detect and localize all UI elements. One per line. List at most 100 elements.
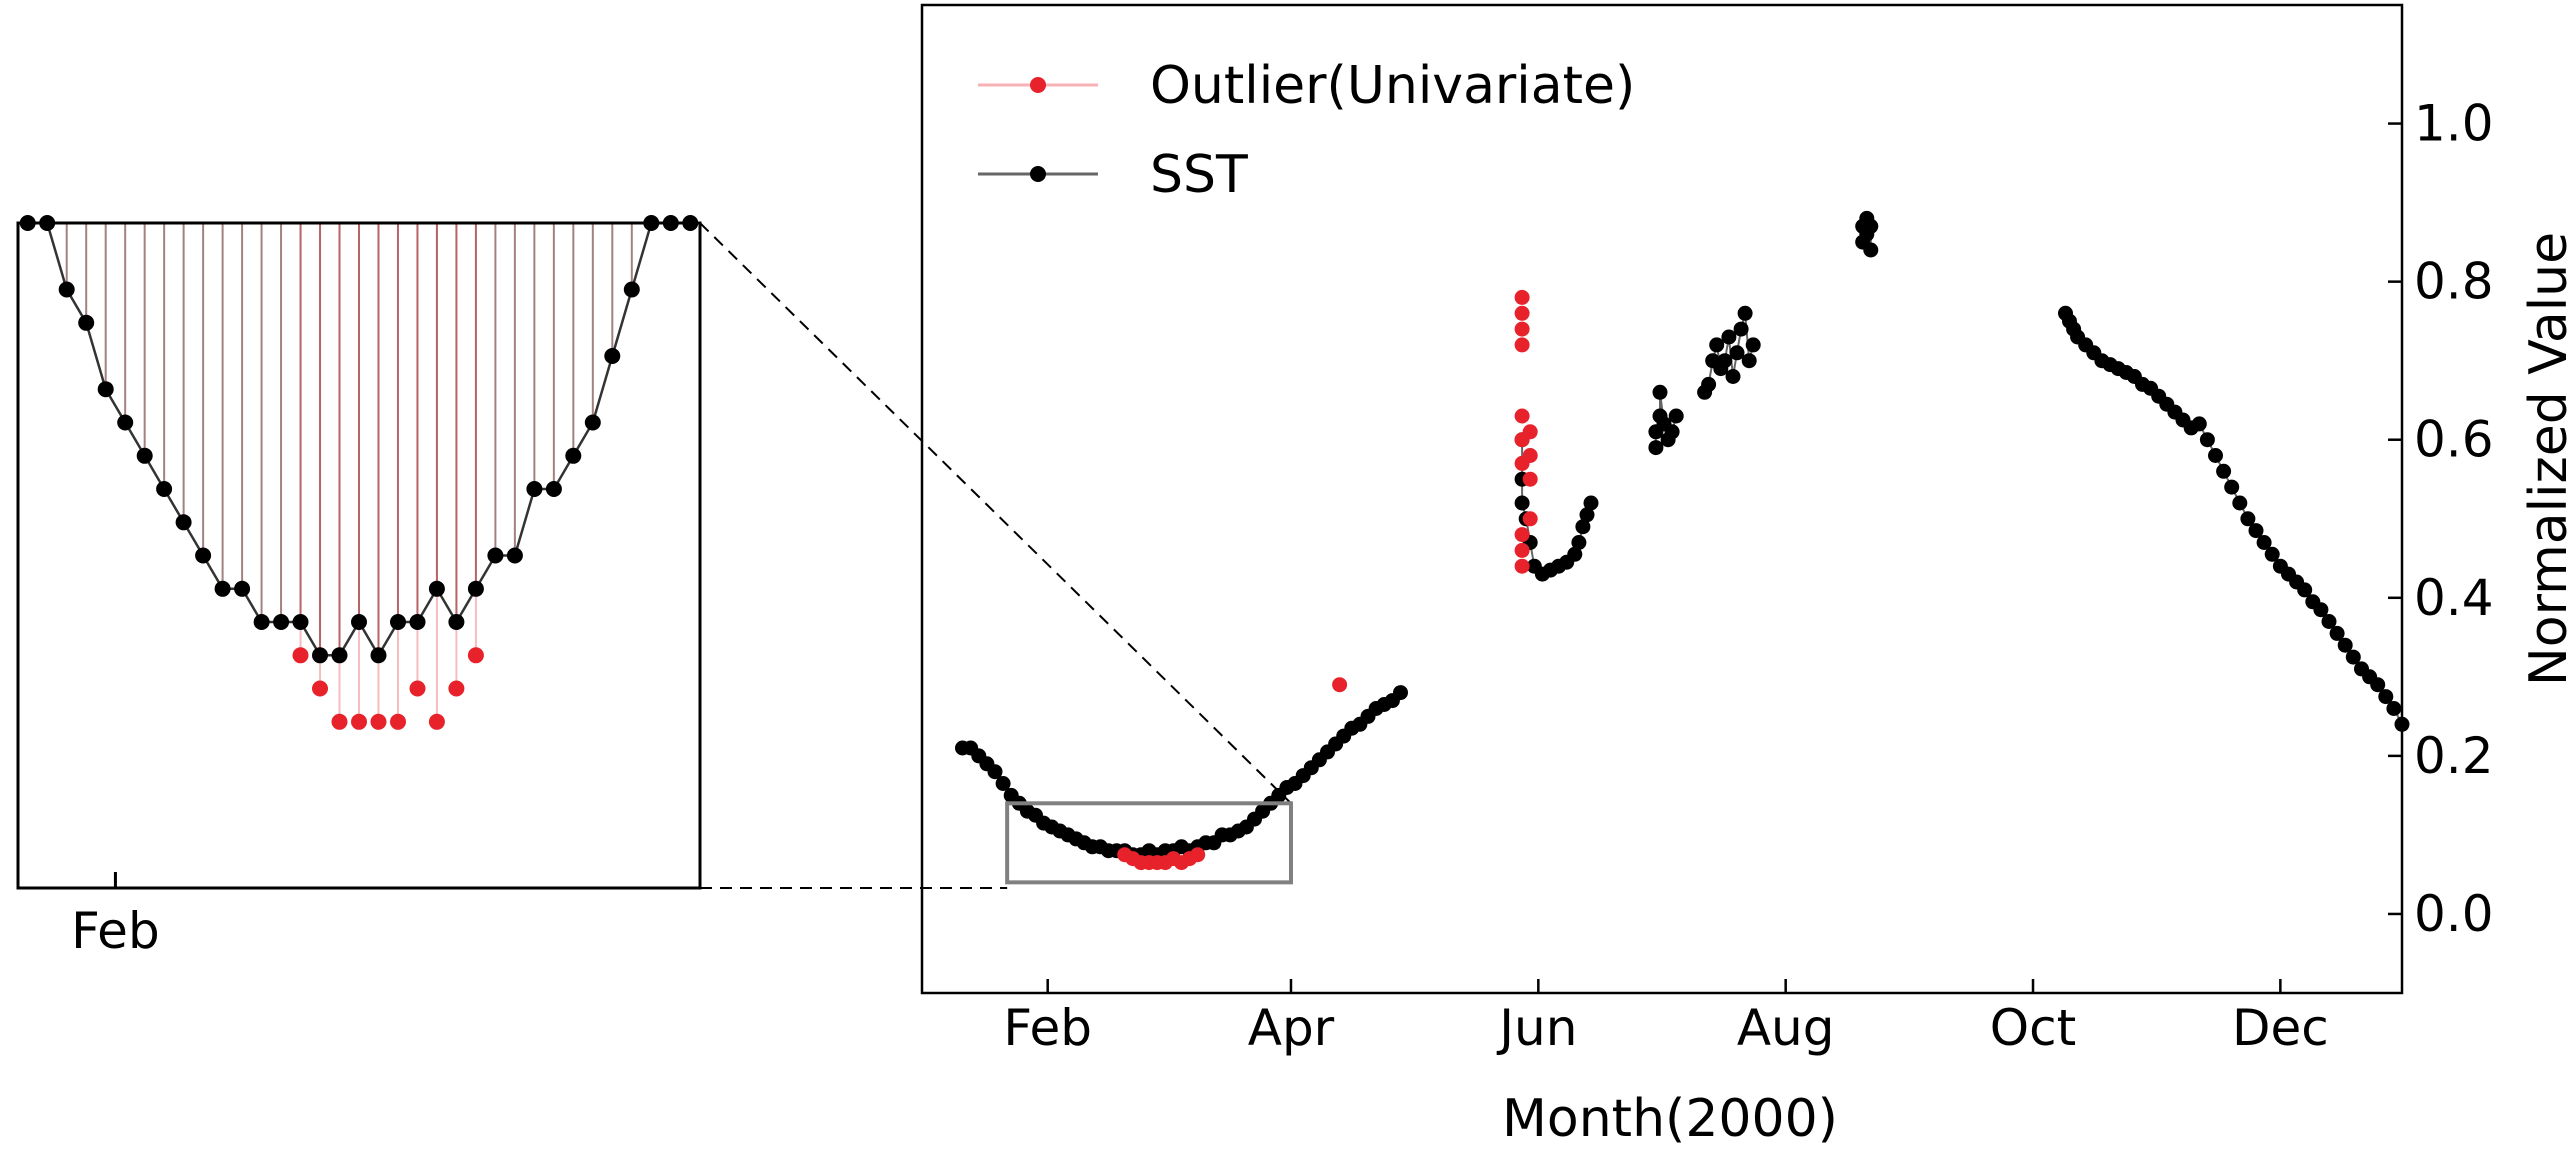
x-tick-label: Oct: [1990, 999, 2076, 1057]
zoom-connector-lines: [699, 222, 1292, 889]
inset-sst-point: [195, 547, 212, 564]
y-axis-label: Normalized Value: [2519, 232, 2575, 686]
sst-point: [2297, 582, 2313, 598]
inset-sst-point: [234, 580, 251, 597]
sst-point: [1648, 440, 1664, 456]
outlier-point: [1514, 289, 1530, 305]
inset-sst-point: [214, 580, 231, 597]
inset-sst-point: [273, 614, 290, 630]
inset-sst-point: [312, 647, 328, 664]
sst-point: [1709, 337, 1725, 353]
outlier-point: [1514, 337, 1530, 353]
sst-point: [2370, 677, 2386, 693]
legend-label: SST: [1150, 145, 1248, 205]
y-tick-label: 0.6: [2414, 411, 2494, 469]
x-tick-label: Dec: [2232, 999, 2329, 1057]
sst-point: [1701, 376, 1717, 392]
inset-frame: [16, 221, 702, 890]
inset-outlier-point: [428, 713, 445, 730]
sst-point: [1583, 495, 1599, 511]
zoom-region-box: [1005, 801, 1293, 885]
inset-sst-point: [428, 580, 445, 597]
inset-sst-point: [58, 281, 75, 298]
inset-sst-point: [506, 547, 523, 564]
sst-point: [1575, 519, 1591, 535]
sst-point: [1737, 305, 1753, 321]
sst-point: [1393, 685, 1408, 701]
outlier-point: [1522, 511, 1538, 527]
zoom-inset: Feb: [16, 215, 702, 960]
series-sst: [955, 210, 2410, 863]
outlier-point: [1522, 471, 1538, 487]
legend-label: Outlier(Univariate): [1150, 56, 1635, 116]
outlier-point: [1514, 527, 1530, 543]
sst-point: [1652, 384, 1668, 400]
inset-sst-point: [390, 614, 406, 630]
sst-point: [1668, 408, 1684, 424]
main-plot: Feb Apr Jun Aug Oct Dec 0.0 0.2 0.4 0.6 0.8 1.0 Mont…: [920, 3, 2575, 1149]
sst-point: [2216, 463, 2232, 479]
inset-sst-point: [97, 381, 114, 398]
sst-point: [1863, 242, 1879, 258]
sst-point: [2386, 701, 2402, 716]
sst-point: [2313, 602, 2329, 618]
sst-point: [2232, 495, 2248, 511]
sst-point: [995, 776, 1011, 791]
inset-sst-point: [292, 614, 309, 630]
sst-point: [1741, 353, 1757, 369]
inset-outlier-point: [448, 680, 465, 697]
outlier-point: [1514, 408, 1530, 424]
x-tick-label: Feb: [1003, 999, 1092, 1057]
sst-point: [2337, 637, 2353, 653]
outlier-point: [1190, 847, 1206, 863]
sst-point: [1664, 424, 1680, 440]
inset-sst-point: [584, 414, 601, 431]
sst-point: [2208, 448, 2223, 463]
legend-marker: [1030, 77, 1046, 93]
sst-point: [1579, 507, 1595, 523]
sst-point: [1745, 337, 1761, 353]
inset-x-tick-label: Feb: [71, 902, 160, 960]
sst-point: [1863, 218, 1879, 234]
y-tick-label: 0.4: [2414, 569, 2494, 627]
outlier-point: [1514, 305, 1530, 321]
sst-point: [2329, 625, 2345, 641]
sst-point: [1571, 535, 1587, 550]
inset-sst-point: [78, 314, 95, 331]
inset-sst-point: [351, 614, 367, 630]
sst-point: [2199, 432, 2215, 448]
inset-outlier-point: [331, 713, 348, 730]
inset-sst-point: [526, 481, 543, 497]
y-tick-label: 1.0: [2414, 95, 2494, 153]
inset-sst-point: [545, 481, 562, 497]
sst-line-segment: [962, 691, 1402, 856]
main-plot-frame: [920, 3, 2404, 995]
inset-sst-point: [117, 414, 134, 431]
inset-sst-point: [331, 647, 348, 664]
sst-point: [2378, 689, 2394, 705]
inset-sst-point: [467, 580, 484, 597]
inset-sst-point: [409, 614, 426, 630]
series-outlier: [1117, 289, 1538, 871]
sst-point: [2240, 511, 2256, 527]
outlier-point: [1332, 677, 1348, 693]
zoom-connector-top: [699, 222, 1292, 805]
y-tick-label: 0.2: [2414, 727, 2494, 785]
inset-outlier-point: [370, 713, 387, 730]
sst-point: [1721, 329, 1737, 345]
sst-point: [2191, 416, 2207, 432]
inset-outlier-point: [312, 680, 328, 697]
inset-outlier-point: [467, 647, 484, 664]
inset-sst-point: [448, 614, 465, 630]
inset-sst-point: [175, 514, 192, 531]
outlier-point: [1522, 448, 1538, 463]
sst-point: [987, 764, 1003, 780]
sst-point: [2321, 614, 2337, 629]
sst-point: [2264, 546, 2280, 562]
inset-sst-point: [623, 281, 640, 298]
inset-sst-point: [136, 447, 153, 464]
y-tick-label: 0.8: [2414, 253, 2494, 311]
inset-sst-point: [565, 447, 582, 464]
inset-sst-point: [487, 547, 504, 564]
sst-point: [2345, 649, 2361, 665]
